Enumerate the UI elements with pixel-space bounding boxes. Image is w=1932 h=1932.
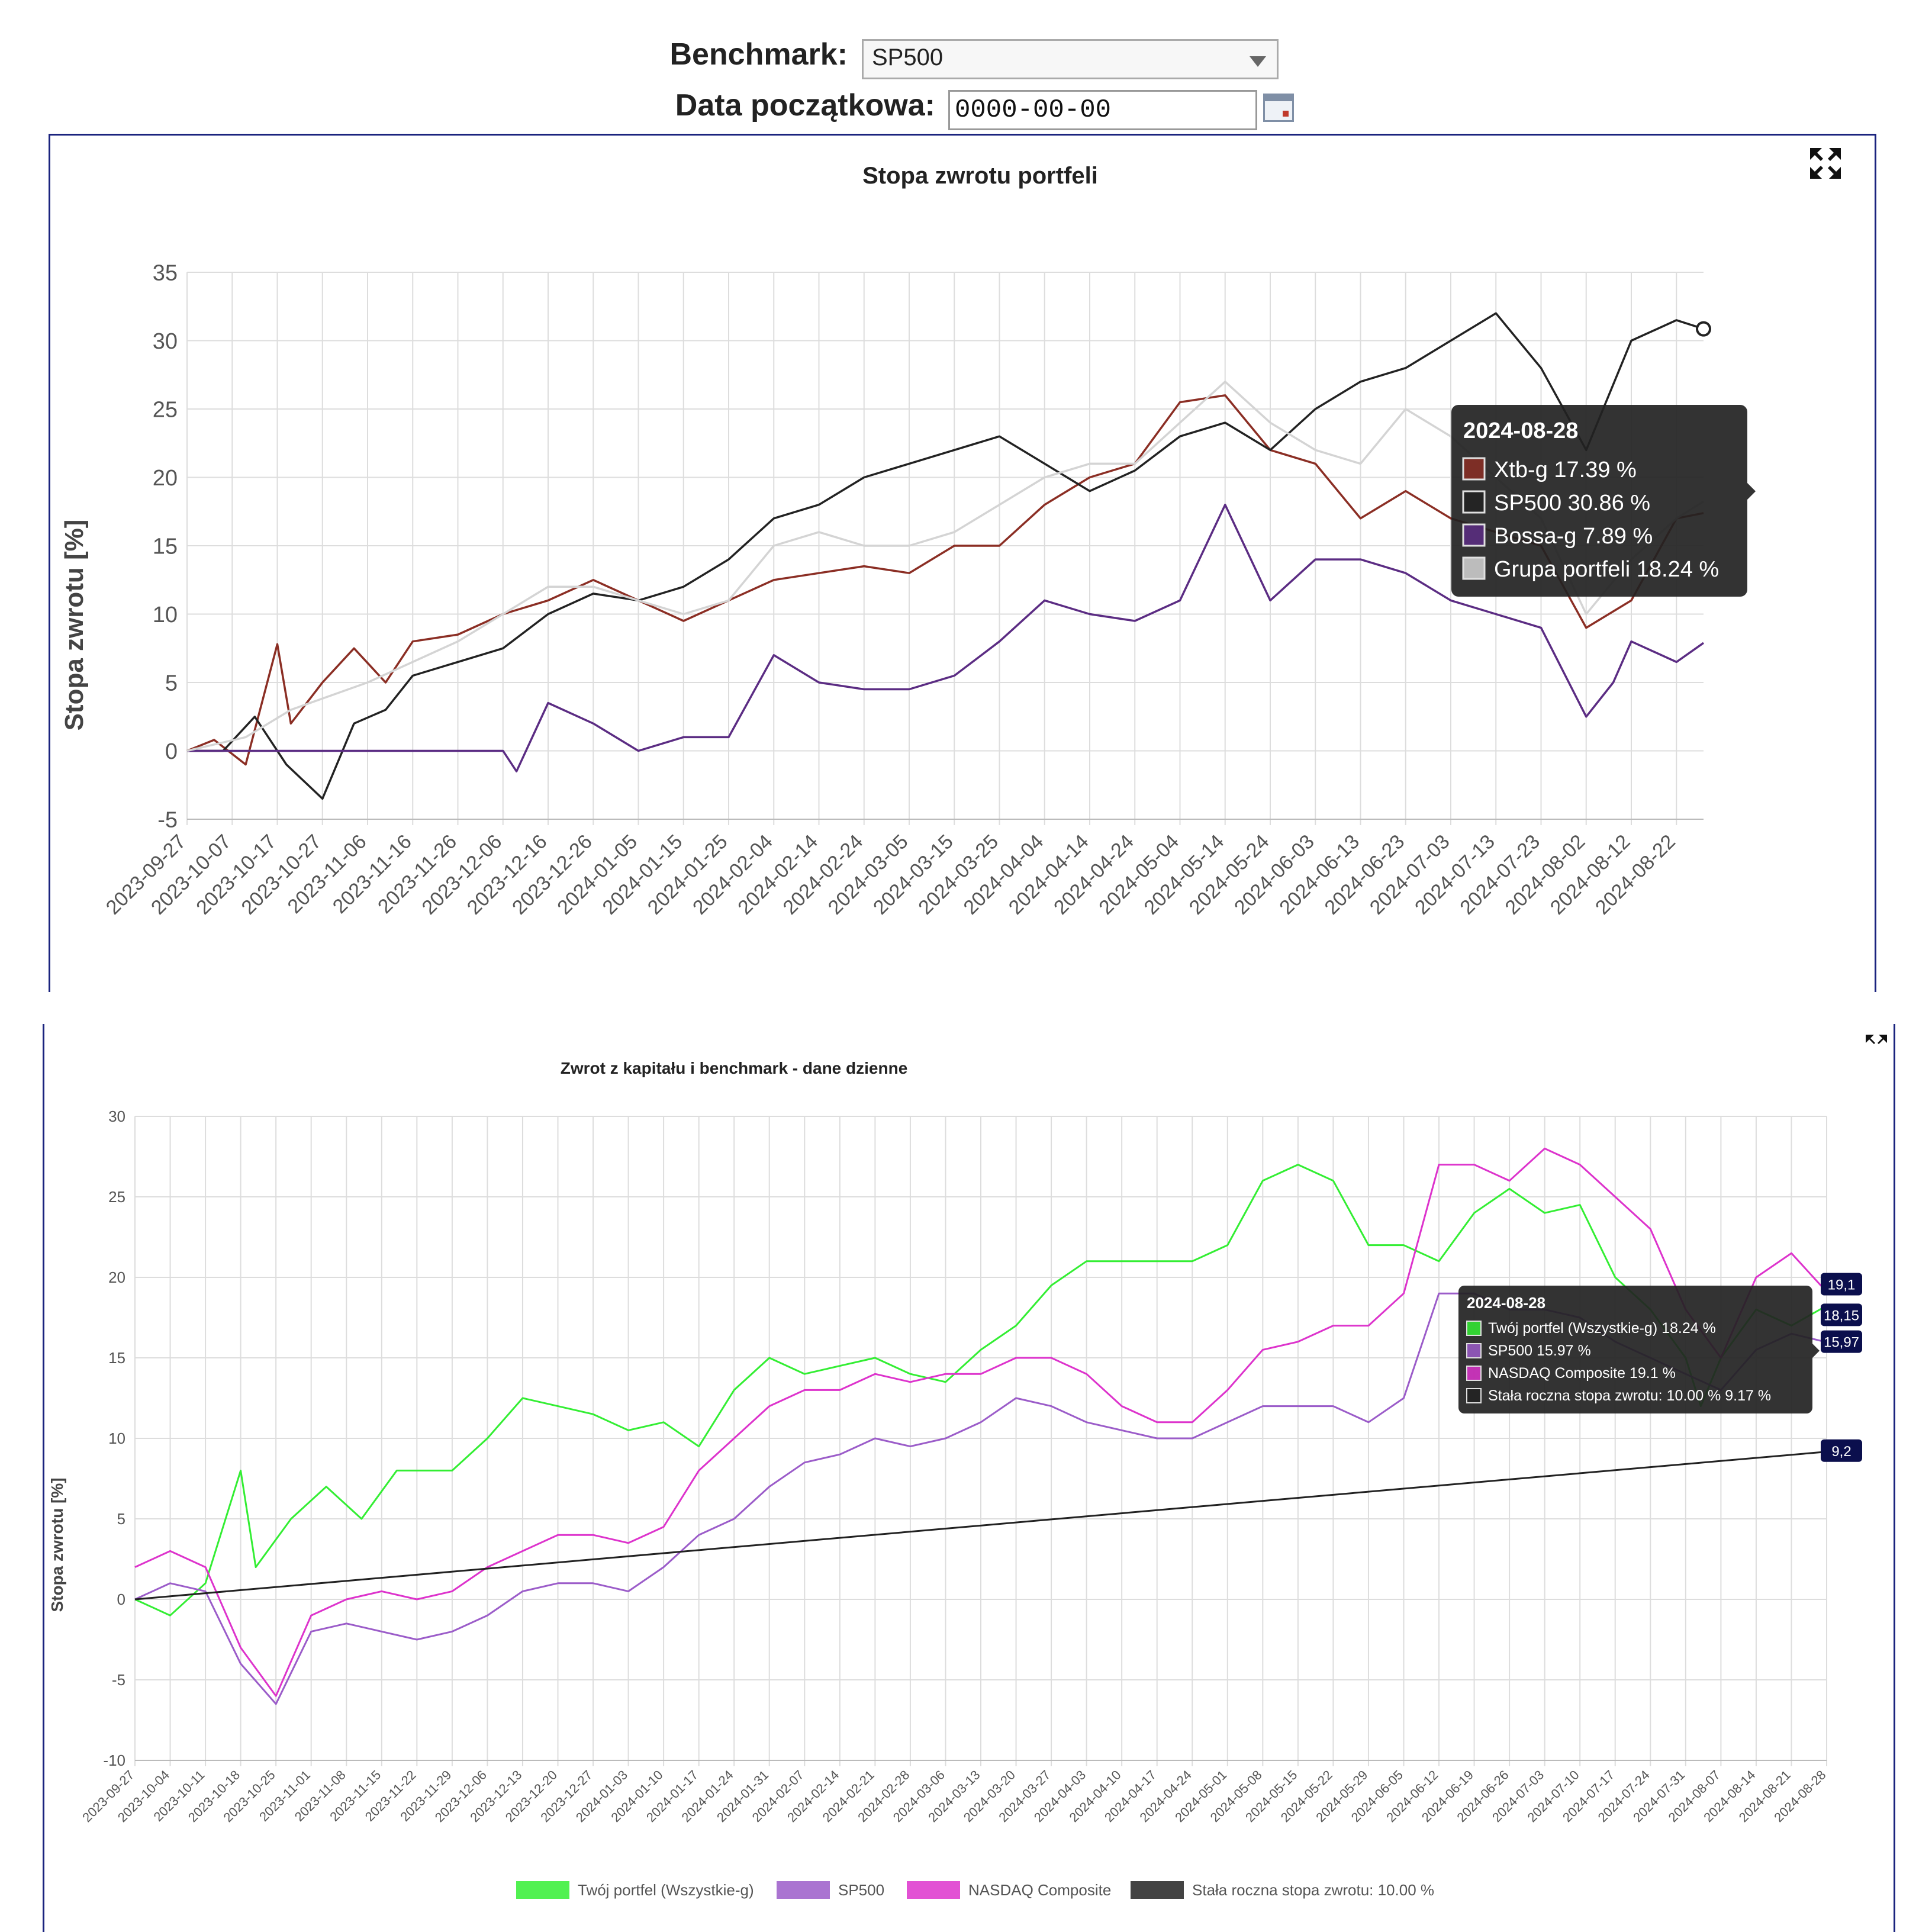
y-tick-label: 15 [153, 534, 178, 559]
tooltip: 2024-08-28 Twój portfel (Wszystkie-g) 18.… [1458, 1286, 1820, 1413]
x-axis-ticks: 2023-09-272023-10-072023-10-172023-10-27… [102, 830, 1680, 919]
y-tick-label: -10 [103, 1751, 125, 1769]
legend: Twój portfel (Wszystkie-g) SP500 NASDAQ Co… [516, 1881, 1434, 1899]
start-date-label: Data początkowa: [675, 88, 935, 123]
y-axis-ticks: -5 0 5 10 15 20 25 30 35 [153, 260, 178, 832]
tooltip-item: Xtb-g 17.39 % [1494, 458, 1637, 482]
grid [186, 272, 1704, 825]
series-line-xtb-g [186, 394, 1704, 766]
y-tick-label: 0 [165, 739, 178, 764]
y-tick-label: 30 [108, 1107, 125, 1125]
y-tick-label: 15 [108, 1349, 125, 1367]
y-tick-label: 5 [165, 671, 178, 695]
y-tick-label: 0 [117, 1590, 125, 1608]
y-tick-label: 20 [108, 1268, 125, 1286]
end-badge [1821, 1303, 1862, 1326]
series-line-bossa-g [187, 503, 1705, 772]
tooltip-date: 2024-08-28 [1467, 1294, 1545, 1312]
end-badge-label: 9,2 [1831, 1444, 1851, 1460]
end-badge [1821, 1330, 1862, 1353]
y-tick-label: -5 [112, 1671, 125, 1689]
start-date-input[interactable]: 0000-00-00 [948, 90, 1257, 130]
end-badge-label: 15,97 [1824, 1335, 1859, 1351]
tooltip-item: SP500 30.86 % [1494, 491, 1650, 516]
tooltip-caret [1747, 483, 1756, 500]
tooltip-swatch [1466, 1343, 1482, 1358]
tooltip-swatch [1462, 457, 1486, 481]
expand-icon[interactable] [1866, 1035, 1887, 1044]
legend-swatch [777, 1881, 830, 1899]
y-tick-label: 5 [117, 1510, 125, 1528]
tooltip-item: Stała roczna stopa zwrotu: 10.00 % 9.17 … [1488, 1387, 1771, 1404]
tooltip-item: NASDAQ Composite 19.1 % [1488, 1365, 1676, 1382]
tooltip-item: SP500 15.97 % [1488, 1342, 1591, 1359]
tooltip-swatch [1462, 523, 1486, 547]
end-badges: 19,1 18,15 15,97 9,2 [1821, 1273, 1862, 1462]
benchmark-select[interactable]: SP500 [862, 39, 1279, 79]
tooltip-swatch [1466, 1388, 1482, 1403]
series-line-nasdaq-composite [134, 1147, 1828, 1697]
y-tick-label: 35 [153, 260, 178, 285]
grid [134, 1116, 1827, 1766]
chart-title: Stopa zwrotu portfeli [862, 163, 1098, 189]
end-badge [1821, 1273, 1862, 1296]
legend-label: NASDAQ Composite [968, 1881, 1111, 1899]
tooltip: 2024-08-28 Xtb-g 17.39 % SP500 30.86 % Boss… [1451, 405, 1756, 597]
start-date-value: 0000-00-00 [955, 95, 1112, 125]
y-tick-label: 10 [108, 1429, 125, 1447]
legend-label: Twój portfel (Wszystkie-g) [578, 1881, 754, 1899]
expand-icon[interactable] [1810, 148, 1841, 179]
series-line-sta-a-roczna-stopa-zwrotu-10-00- [134, 1451, 1827, 1601]
legend-swatch [907, 1881, 960, 1899]
end-badge [1821, 1439, 1862, 1462]
y-tick-label: 30 [153, 329, 178, 354]
tooltip-box [1458, 1286, 1812, 1413]
tooltip-swatch [1466, 1321, 1482, 1336]
legend-swatch [1131, 1881, 1184, 1899]
y-tick-label: 10 [153, 603, 178, 627]
tooltip-item: Twój portfel (Wszystkie-g) 18.24 % [1488, 1320, 1716, 1337]
y-tick-label: -5 [157, 807, 178, 832]
top-chart: Stopa zwrotu portfeli Stopa zwrotu [%] -… [60, 148, 1841, 919]
legend-label: SP500 [838, 1881, 884, 1899]
legend-label: Stała roczna stopa zwrotu: 10.00 % [1192, 1881, 1434, 1899]
y-axis-label: Stopa zwrotu [%] [60, 520, 89, 731]
tooltip-date: 2024-08-28 [1463, 418, 1578, 443]
series-endpoint-marker [1696, 321, 1711, 337]
tooltip-swatch [1462, 490, 1486, 514]
series-line-tw-j-portfel-wszystkie-g- [134, 1164, 1827, 1617]
bottom-chart: Zwrot z kapitału i benchmark - dane dzie… [48, 1035, 1887, 1899]
end-badge-label: 18,15 [1824, 1308, 1859, 1324]
benchmark-label: Benchmark: [669, 37, 848, 72]
tooltip-box [1451, 405, 1747, 597]
end-badge-label: 19,1 [1828, 1277, 1856, 1293]
legend-swatch [516, 1881, 569, 1899]
y-tick-label: 20 [153, 466, 178, 491]
chart-title: Zwrot z kapitału i benchmark - dane dzie… [561, 1059, 908, 1077]
tooltip-item: Bossa-g 7.89 % [1494, 524, 1653, 549]
series-line-sp500 [187, 312, 1704, 800]
dropdown-arrow-icon [1250, 56, 1266, 67]
y-tick-label: 25 [108, 1188, 125, 1206]
tooltip-item: Grupa portfeli 18.24 % [1494, 557, 1719, 582]
bottom-chart-panel [43, 1024, 1895, 1932]
calendar-icon[interactable] [1263, 94, 1294, 122]
tooltip-swatch [1466, 1366, 1482, 1381]
x-axis-ticks: 2023-09-272023-10-042023-10-112023-10-18… [79, 1767, 1828, 1825]
top-chart-panel [49, 134, 1876, 992]
y-tick-label: 25 [153, 397, 178, 422]
tooltip-caret [1812, 1344, 1820, 1358]
tooltip-swatch [1462, 556, 1486, 580]
y-axis-ticks: -10 -5 0 5 10 15 20 25 30 [103, 1107, 125, 1769]
benchmark-select-value: SP500 [872, 44, 944, 70]
y-axis-label: Stopa zwrotu [%] [48, 1477, 66, 1612]
